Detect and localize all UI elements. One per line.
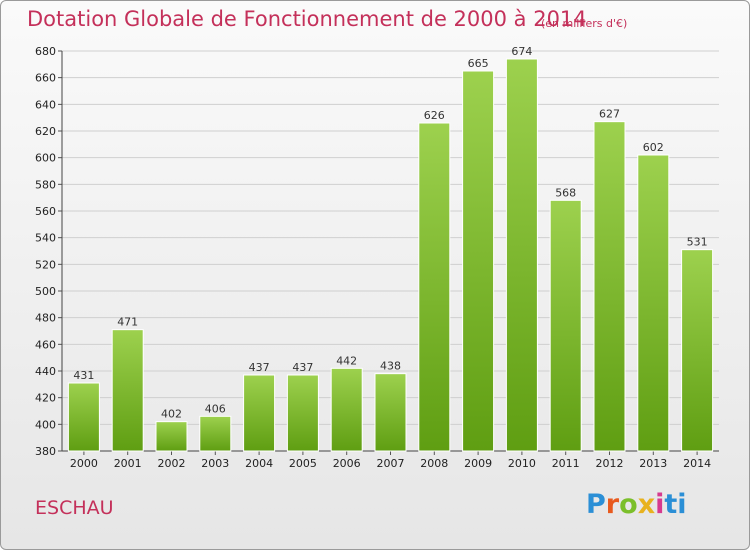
x-tick-label: 2003 <box>201 457 229 470</box>
y-tick-label: 660 <box>35 72 56 85</box>
y-tick-label: 480 <box>35 312 56 325</box>
y-tick-label: 440 <box>35 365 56 378</box>
chart-title: Dotation Globale de Fonctionnement de 20… <box>27 7 587 31</box>
data-labels: 431 471 402 406 437 437 442 438 626 665 674 568 627 6… <box>73 45 707 421</box>
commune-name: ESCHAU <box>35 497 114 519</box>
y-tick-label: 600 <box>35 152 56 165</box>
x-tick-label: 2008 <box>420 457 448 470</box>
data-label: 471 <box>117 316 138 329</box>
bar-2005 <box>286 374 319 452</box>
x-tick-label: 2000 <box>70 457 98 470</box>
x-tick-label: 2009 <box>464 457 492 470</box>
x-tick-label: 2013 <box>639 457 667 470</box>
proxiti-logo: Proxiti <box>586 489 687 520</box>
x-tick-label: 2006 <box>333 457 361 470</box>
data-label: 627 <box>599 108 620 121</box>
bar-2012 <box>593 121 626 452</box>
bar-2006 <box>330 367 363 452</box>
y-tick-label: 620 <box>35 125 56 138</box>
y-tick-label: 460 <box>35 338 56 351</box>
data-label: 442 <box>336 354 357 367</box>
y-tick-label: 500 <box>35 285 56 298</box>
y-tick-label: 680 <box>35 45 56 58</box>
y-tick-label: 520 <box>35 258 56 271</box>
bar-2008 <box>418 122 451 452</box>
bar-2003 <box>199 415 232 452</box>
x-tick-label: 2001 <box>114 457 142 470</box>
x-tick-label: 2004 <box>245 457 273 470</box>
data-label: 602 <box>643 141 664 154</box>
y-tick-label: 640 <box>35 98 56 111</box>
bar-2011 <box>549 199 582 452</box>
bar-2000 <box>67 382 100 452</box>
data-label: 568 <box>555 186 576 199</box>
bar-2014 <box>681 249 714 452</box>
data-label: 406 <box>205 402 226 415</box>
y-tick-label: 580 <box>35 178 56 191</box>
x-tick-label: 2007 <box>377 457 405 470</box>
x-tick-label: 2010 <box>508 457 536 470</box>
data-label: 665 <box>468 57 489 70</box>
x-tick-label: 2014 <box>683 457 711 470</box>
data-label: 438 <box>380 360 401 373</box>
bar-2007 <box>374 373 407 452</box>
data-label: 674 <box>511 45 532 58</box>
chart-subtitle: (en milliers d'€) <box>541 17 628 30</box>
bar-2009 <box>462 70 495 452</box>
y-tick-label: 540 <box>35 232 56 245</box>
axes: 380 400 420 440 460 480 500 520 540 560 580 600 620 6… <box>35 45 719 470</box>
data-label: 437 <box>249 361 270 374</box>
data-label: 626 <box>424 109 445 122</box>
bar-2010 <box>505 58 538 452</box>
data-label: 431 <box>73 369 94 382</box>
y-tick-label: 380 <box>35 445 56 458</box>
x-tick-label: 2011 <box>552 457 580 470</box>
y-tick-label: 560 <box>35 205 56 218</box>
data-label: 437 <box>292 361 313 374</box>
y-tick-label: 420 <box>35 392 56 405</box>
x-tick-label: 2002 <box>158 457 186 470</box>
y-tick-label: 400 <box>35 418 56 431</box>
bars <box>67 58 714 452</box>
bar-2001 <box>111 329 144 452</box>
bar-2004 <box>243 374 276 452</box>
data-label: 531 <box>687 236 708 249</box>
x-tick-label: 2012 <box>596 457 624 470</box>
data-label: 402 <box>161 408 182 421</box>
x-tick-label: 2005 <box>289 457 317 470</box>
bar-2013 <box>637 154 670 452</box>
bar-2002 <box>155 421 188 452</box>
